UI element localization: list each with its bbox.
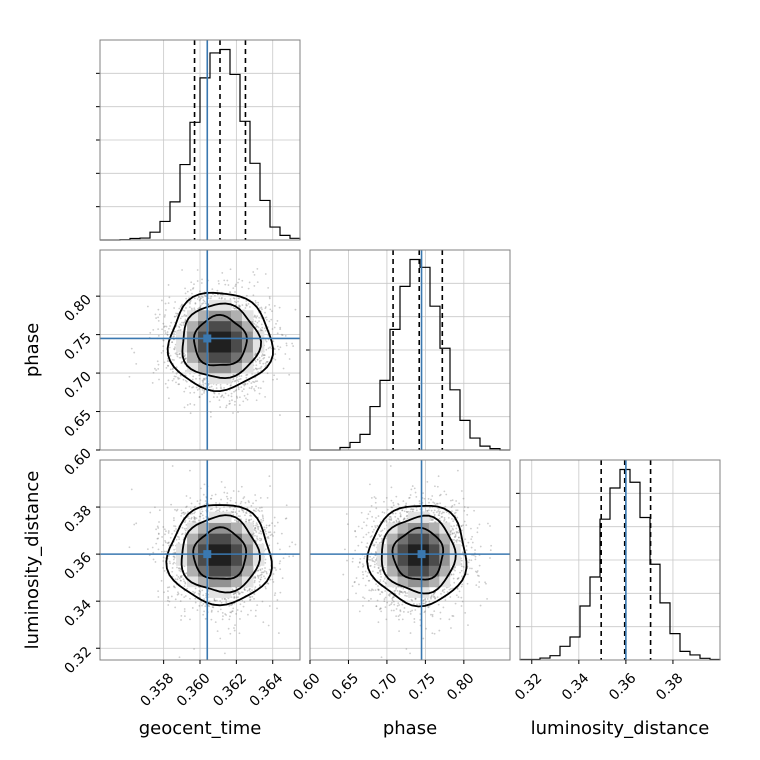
truth-marker <box>203 550 212 559</box>
scatter-geocent_time-phase <box>99 249 301 451</box>
y-tick-label-luminosity_distance-0: 0.32 <box>61 644 94 677</box>
x-tick-label-phase-3: 0.75 <box>406 670 439 703</box>
y-tick-label-phase-1: 0.65 <box>61 407 94 440</box>
histogram-line-luminosity_distance <box>519 468 721 661</box>
x-tick-label-luminosity_distance-2: 0.36 <box>606 670 639 703</box>
y-tick-label-phase-2: 0.70 <box>61 369 94 402</box>
histogram-line-phase <box>310 258 510 451</box>
x-tick-label-geocent_time-2: 0.362 <box>210 670 250 710</box>
scatter-geocent_time-luminosity_distance <box>99 459 301 661</box>
x-tick-label-phase-2: 0.70 <box>367 670 400 703</box>
x-tick-label-luminosity_distance-0: 0.32 <box>512 670 545 703</box>
x-tick-label-luminosity_distance-3: 0.38 <box>653 670 686 703</box>
y-axis-label-phase: phase <box>22 323 43 377</box>
y-tick-label-phase-3: 0.75 <box>61 330 94 363</box>
y-tick-label-phase-0: 0.60 <box>61 446 94 479</box>
axes-frame-phase-luminosity_distance <box>309 459 511 661</box>
y-tick-label-luminosity_distance-2: 0.36 <box>61 550 94 583</box>
x-tick-label-phase-4: 0.80 <box>444 670 477 703</box>
y-axis-label-luminosity_distance: luminosity_distance <box>22 471 43 650</box>
x-tick-label-phase-1: 0.65 <box>329 670 362 703</box>
x-axis-label-geocent_time: geocent_time <box>139 718 262 739</box>
x-tick-label-luminosity_distance-1: 0.34 <box>559 670 592 703</box>
axes-frame-phase <box>309 249 511 451</box>
contour-geocent_time-phase-0 <box>192 313 248 367</box>
histogram-geocent_time <box>96 39 301 241</box>
x-axis-label-luminosity_distance: luminosity_distance <box>531 718 710 739</box>
histogram-phase <box>306 249 511 451</box>
x-tick-label-geocent_time-1: 0.360 <box>174 670 214 710</box>
truth-marker <box>417 550 426 559</box>
x-tick-label-geocent_time-3: 0.364 <box>247 670 287 710</box>
contour-geocent_time-phase-2 <box>166 291 274 393</box>
axes-frame-geocent_time <box>99 39 301 241</box>
truth-marker <box>203 334 212 343</box>
histogram-luminosity_distance <box>516 459 721 661</box>
x-tick-label-geocent_time-0: 0.358 <box>138 670 178 710</box>
scatter-phase-luminosity_distance <box>309 459 511 661</box>
axes-frame-luminosity_distance <box>519 459 721 661</box>
x-axis-label-phase: phase <box>383 718 437 739</box>
y-tick-label-luminosity_distance-1: 0.34 <box>61 597 94 630</box>
histogram-line-geocent_time <box>100 48 301 241</box>
axes-frame-geocent_time-phase <box>99 249 301 451</box>
y-tick-label-luminosity_distance-3: 0.38 <box>61 503 94 536</box>
contour-geocent_time-phase-1 <box>181 302 263 380</box>
y-tick-label-phase-4: 0.80 <box>61 292 94 325</box>
x-tick-label-phase-0: 0.60 <box>290 670 323 703</box>
